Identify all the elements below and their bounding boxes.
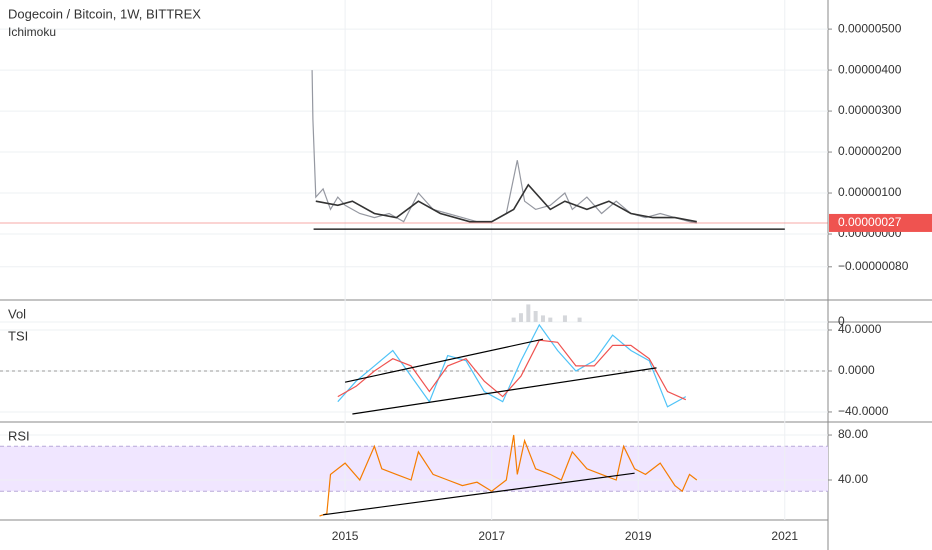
y-tick-label: 80.00 <box>838 427 868 441</box>
pane-title: TSI <box>8 328 28 343</box>
trend-line <box>344 338 544 383</box>
volume-bar <box>533 311 538 322</box>
volume-bar <box>540 315 545 322</box>
x-tick-label: 2017 <box>478 529 505 543</box>
pane-title: RSI <box>8 428 30 443</box>
y-tick-label: −0.00000080 <box>838 259 909 273</box>
y-tick-label: 0.00000500 <box>838 21 902 35</box>
trend-line <box>352 367 657 415</box>
series-line <box>337 339 687 401</box>
last-value-badge <box>829 213 932 232</box>
y-tick-label: −40.0000 <box>838 404 889 418</box>
series-line <box>337 323 687 408</box>
volume-bar <box>562 315 567 322</box>
volume-bar <box>518 313 523 322</box>
x-tick-label: 2019 <box>625 529 652 543</box>
volume-bar <box>511 317 516 322</box>
volume-bar <box>548 317 553 322</box>
x-tick-label: 2021 <box>771 529 798 543</box>
trend-line <box>323 472 635 516</box>
y-tick-label: 0.00000300 <box>838 103 902 117</box>
y-tick-label: 0.00000100 <box>838 185 902 199</box>
pane-title: Dogecoin / Bitcoin, 1W, BITTREX <box>8 6 201 21</box>
pane-title: Vol <box>8 306 26 321</box>
x-tick-label: 2015 <box>332 529 359 543</box>
y-tick-label: 0.00000200 <box>838 144 902 158</box>
y-tick-label: 40.0000 <box>838 322 882 336</box>
pane-subtitle: Ichimoku <box>8 25 56 39</box>
volume-bar <box>577 317 582 322</box>
series-line <box>315 183 697 223</box>
volume-bar <box>526 304 531 322</box>
y-tick-label: 0.00000400 <box>838 62 902 76</box>
y-tick-label: 40.00 <box>838 472 868 486</box>
last-value-label: 0.00000027 <box>838 215 902 229</box>
y-tick-label: 0 <box>838 314 845 328</box>
series-line <box>319 434 698 517</box>
y-tick-label: 0.0000 <box>838 363 875 377</box>
